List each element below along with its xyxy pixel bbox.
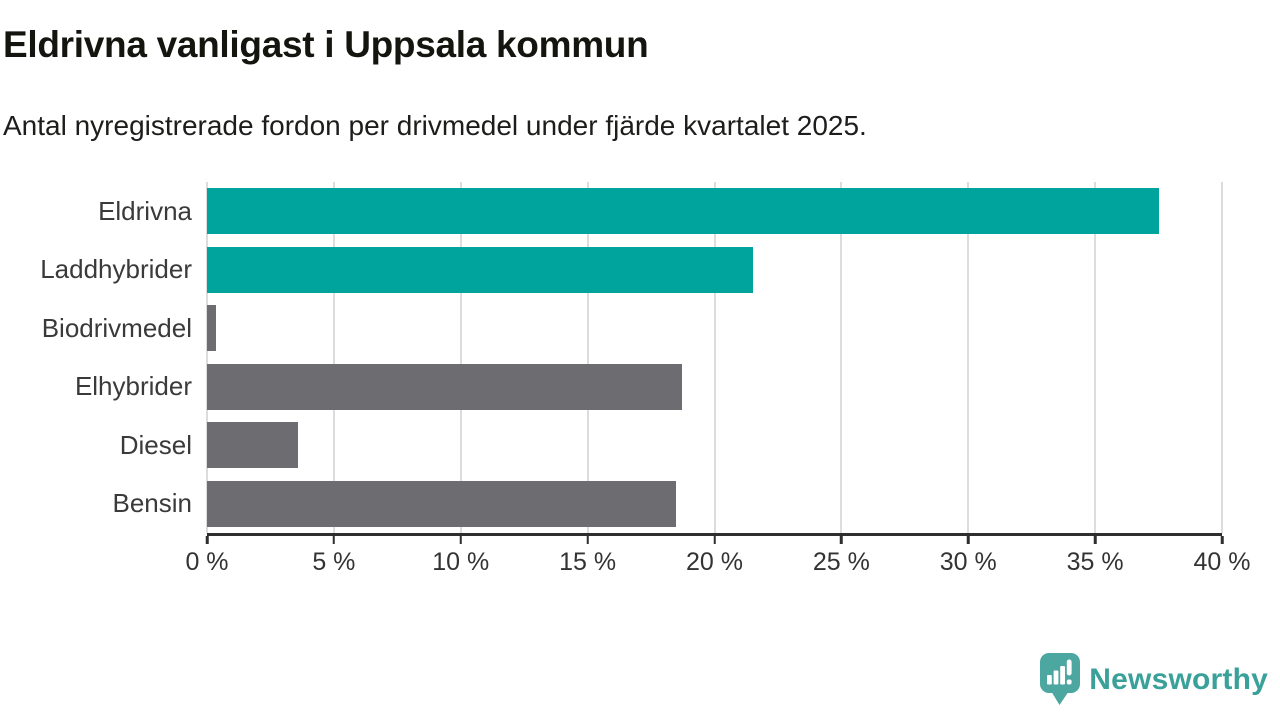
bar-bensin: [207, 480, 677, 527]
bar-diesel: [207, 422, 299, 468]
bar-eldrivna: [207, 188, 1159, 234]
axis-tick: [586, 536, 589, 544]
category-label: Bensin: [112, 488, 193, 519]
bar-elhybrider: [207, 363, 682, 410]
axis-tick: [1093, 536, 1097, 544]
gridline: [967, 182, 970, 533]
x-axis: 0 % 5 % 10 % 15 % 20 % 25 % 30 % 35 % 40 %: [185, 536, 1250, 596]
axis-tick: [840, 536, 843, 544]
category-axis: Eldrivna Laddhybrider Biodrivmedel Elhybrid…: [0, 182, 192, 533]
bar-row: [207, 241, 1222, 300]
newsworthy-wordmark: Newsworthy: [1089, 662, 1268, 696]
bar-row: [207, 299, 1222, 358]
axis-tick: [332, 536, 336, 544]
axis-tick: [713, 536, 716, 544]
bar-row: [207, 358, 1222, 417]
plot-area: [206, 182, 1223, 536]
gridline: [1221, 182, 1223, 533]
speech-bubble-bar-chart-icon: [1040, 653, 1081, 705]
gridline: [459, 182, 462, 533]
bar-row: [207, 475, 1222, 534]
axis-tick-label: 5 %: [312, 548, 356, 576]
axis-tick-label: 40 %: [1193, 548, 1251, 576]
bar-biodrivmedel: [207, 305, 216, 351]
axis-tick-label: 30 %: [939, 548, 997, 576]
bar-laddhybrider: [207, 246, 753, 293]
category-label: Biodrivmedel: [41, 312, 192, 343]
axis-tick-label: 10 %: [432, 548, 490, 576]
gridline: [713, 182, 716, 533]
category-label: Eldrivna: [98, 195, 192, 226]
category-label: Elhybrider: [74, 371, 192, 402]
bar-row: [207, 416, 1222, 475]
axis-tick-label: 0 %: [185, 548, 229, 576]
gridline: [332, 182, 335, 533]
axis-tick: [459, 536, 462, 544]
chart-subtitle: Antal nyregistrerade fordon per drivmede…: [3, 110, 867, 141]
newsworthy-logo[interactable]: Newsworthy: [1040, 653, 1268, 706]
axis-tick-label: 15 %: [559, 548, 617, 576]
gridline: [840, 182, 843, 533]
chart-title: Eldrivna vanligast i Uppsala kommun: [3, 24, 649, 65]
axis-tick: [967, 536, 970, 544]
axis-tick-label: 20 %: [686, 548, 743, 576]
gridline: [206, 182, 208, 533]
axis-tick-label: 35 %: [1066, 548, 1124, 576]
axis-tick: [1220, 536, 1224, 544]
category-label: Diesel: [119, 429, 192, 460]
bar-row: [207, 182, 1222, 241]
category-label: Laddhybrider: [40, 254, 192, 285]
axis-tick-label: 25 %: [812, 548, 870, 576]
gridline: [586, 182, 589, 533]
axis-tick: [205, 536, 209, 544]
gridline: [1094, 182, 1097, 533]
